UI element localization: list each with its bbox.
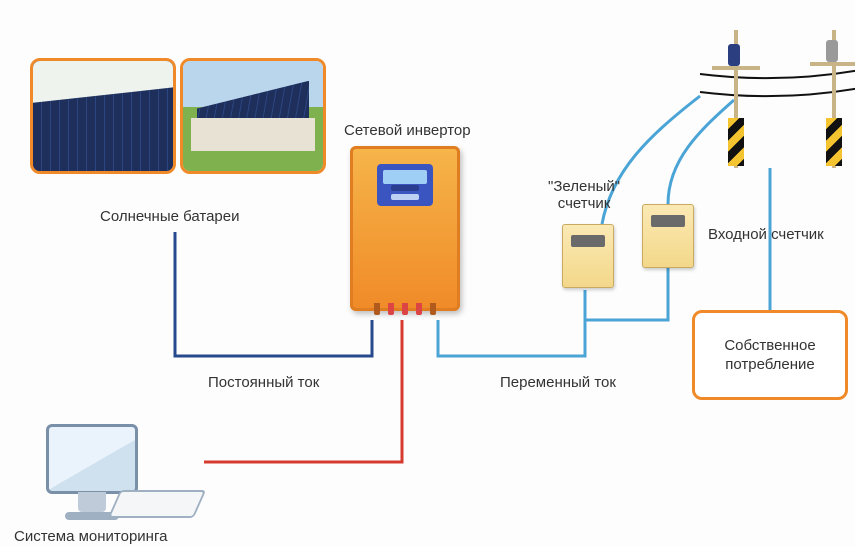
inverter-display-icon bbox=[377, 164, 433, 206]
hazard-stripe-right bbox=[826, 118, 842, 166]
label-ac-current: Переменный ток bbox=[500, 374, 616, 391]
label-solar-panels: Солнечные батареи bbox=[100, 208, 239, 225]
label-green-meter-line1: "Зеленый" bbox=[548, 178, 620, 195]
label-dc-current: Постоянный ток bbox=[208, 374, 319, 391]
solar-photo-1 bbox=[30, 58, 176, 174]
solar-roof-icon bbox=[183, 61, 323, 171]
insulator-icon bbox=[728, 44, 740, 66]
grid-inverter bbox=[350, 146, 460, 311]
label-green-meter: "Зеленый" счетчик bbox=[548, 178, 620, 212]
hazard-stripe-left bbox=[728, 118, 744, 166]
monitoring-computer bbox=[46, 424, 138, 520]
solar-array-icon bbox=[33, 61, 173, 171]
dc-wire bbox=[175, 232, 372, 356]
green-meter bbox=[562, 224, 614, 288]
own-consumption-box: Собственное потребление bbox=[692, 310, 848, 400]
insulator-icon bbox=[826, 40, 838, 62]
pole-crossarm-left bbox=[712, 66, 760, 70]
label-input-meter: Входной счетчик bbox=[708, 226, 824, 243]
solar-photo-2 bbox=[180, 58, 326, 174]
monitor-stand bbox=[78, 492, 106, 512]
ac-wire-main bbox=[438, 290, 585, 356]
input-meter bbox=[642, 204, 694, 268]
inverter-terminals bbox=[374, 305, 436, 315]
label-grid-inverter: Сетевой инвертор bbox=[344, 122, 471, 139]
keyboard-icon bbox=[108, 490, 206, 518]
monitor-screen-icon bbox=[46, 424, 138, 494]
label-green-meter-line2: счетчик bbox=[558, 195, 611, 212]
pole-crossarm-right bbox=[810, 62, 855, 66]
label-own-consumption-line1: Собственное bbox=[724, 337, 815, 354]
label-monitoring-system: Система мониторинга bbox=[14, 528, 167, 545]
label-own-consumption-line2: потребление bbox=[725, 356, 815, 373]
